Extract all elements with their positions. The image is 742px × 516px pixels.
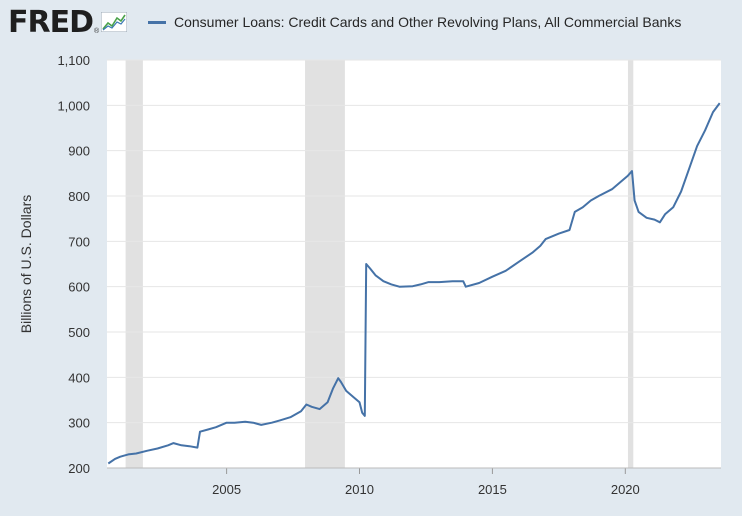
recession-band [627,60,634,468]
x-tick-label: 2005 [212,482,241,497]
y-tick-label: 800 [68,189,90,204]
recession-band [125,60,143,468]
legend-swatch [148,20,166,24]
y-tick-label: 700 [68,234,90,249]
series-line [107,102,721,465]
y-tick-label: 900 [68,144,90,159]
logo-text: FRED [8,5,94,40]
y-axis-label: Billions of U.S. Dollars [18,195,34,334]
chart-svg: 200 300 400 500 600 700 800 900 1,000 1,100 2005 20… [18,53,721,497]
recession-band [305,60,345,468]
y-tick-label: 1,100 [57,53,90,68]
line-graph-icon [100,11,128,37]
y-tick-label: 1,000 [57,98,90,113]
fred-logo[interactable]: FRED ® [8,5,128,40]
x-tick-label: 2015 [478,482,507,497]
y-tick-label: 200 [68,461,90,476]
header: FRED ® Consumer Loans: Credit Cards and … [0,0,742,46]
x-tick-label: 2010 [345,482,374,497]
plot-background [107,60,721,468]
chart-area: 200 300 400 500 600 700 800 900 1,000 1,100 2005 20… [0,46,742,511]
y-tick-label: 600 [68,280,90,295]
y-tick-label: 500 [68,325,90,340]
y-tick-label: 400 [68,370,90,385]
x-tick-label: 2020 [611,482,640,497]
y-tick-label: 300 [68,416,90,431]
logo-registered-mark: ® [94,28,100,35]
chart-legend: Consumer Loans: Credit Cards and Other R… [148,14,681,30]
legend-label: Consumer Loans: Credit Cards and Other R… [174,14,682,30]
